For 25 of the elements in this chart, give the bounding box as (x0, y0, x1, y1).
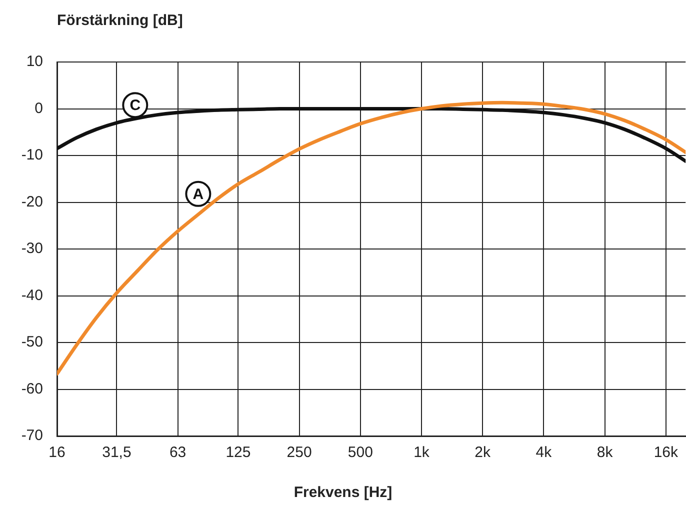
y-tick-label: -30 (21, 240, 43, 258)
y-tick-label: 10 (26, 53, 43, 70)
x-tick-label: 16 (48, 444, 66, 462)
x-tick-label: 16k (654, 444, 678, 462)
annotation: A (192, 186, 204, 204)
x-axis-title: Frekvens [Hz] (292, 484, 394, 501)
y-tick-label: -40 (21, 286, 43, 304)
line-series (57, 100, 686, 376)
y-tick-label: -20 (21, 193, 43, 210)
x-tick-label: 31,5 (102, 444, 132, 462)
y-tick-label: -50 (21, 334, 43, 351)
x-tick-label: 250 (286, 444, 312, 462)
y-axis-title: Förstärkning [dB] (57, 12, 183, 29)
x-tick-label: 63 (169, 444, 186, 462)
x-tick-label: 8k (596, 444, 614, 462)
annotation: C (130, 97, 141, 114)
x-tick-label: 125 (226, 444, 251, 462)
x-tick-label: 1k (414, 444, 430, 462)
x-tick-label: 2k (474, 444, 492, 462)
y-tick-label: 0 (34, 100, 43, 117)
y-tick-label: -60 (21, 380, 43, 398)
x-tick-label: 4k (536, 444, 552, 462)
x-tick-label: 500 (348, 444, 373, 462)
y-tick-label: -70 (21, 427, 43, 444)
y-tick-label: -10 (21, 146, 43, 164)
